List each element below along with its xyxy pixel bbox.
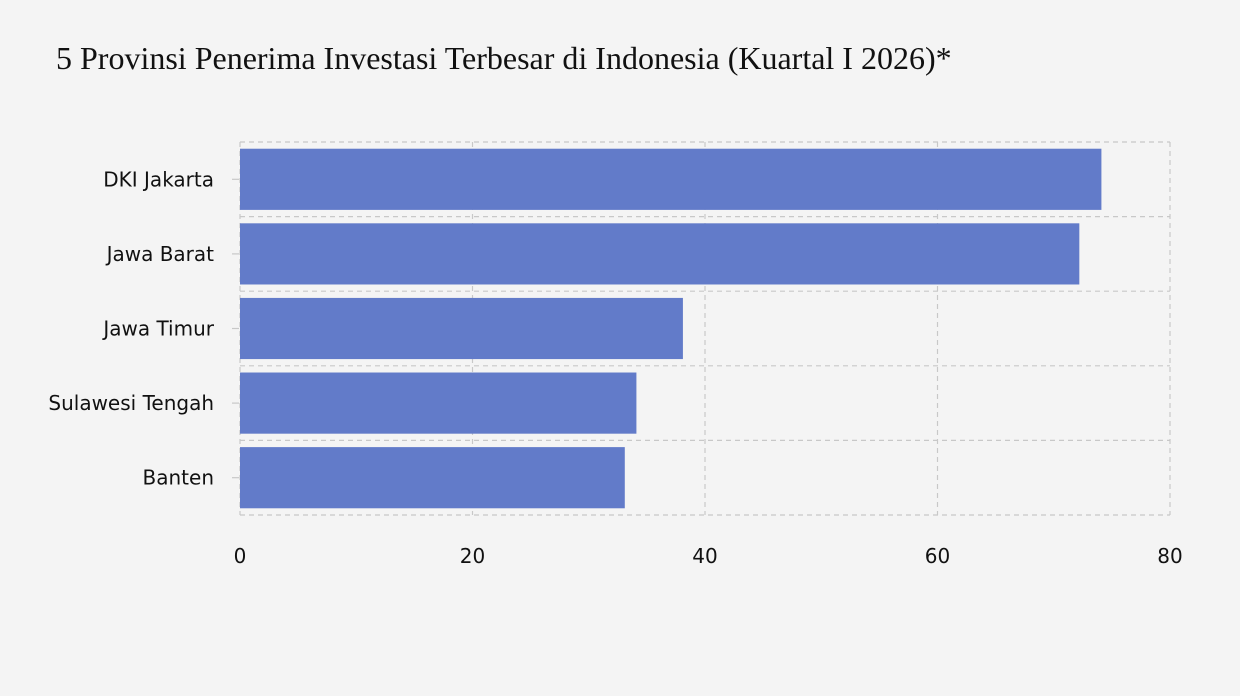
bar-layer: [240, 148, 1102, 509]
x-tick-label: 0: [234, 544, 247, 568]
category-label: Banten: [143, 466, 214, 490]
bar: [240, 447, 625, 509]
bar: [240, 372, 637, 434]
category-label: Jawa Timur: [101, 317, 214, 341]
tick-layer: [232, 178, 239, 479]
x-tick-label: 20: [460, 544, 485, 568]
x-tick-label: 60: [925, 544, 950, 568]
bar: [240, 297, 683, 360]
label-layer: DKI Jakarta Jawa Barat Jawa Timur Sulawesi …: [48, 167, 1182, 568]
bar: [240, 223, 1080, 285]
bar: [240, 148, 1102, 210]
category-label: Jawa Barat: [105, 242, 215, 266]
chart-title: 5 Provinsi Penerima Investasi Terbesar d…: [56, 40, 952, 76]
category-label: Sulawesi Tengah: [48, 391, 214, 415]
x-tick-label: 40: [692, 544, 717, 568]
category-label: DKI Jakarta: [103, 167, 214, 191]
x-tick-label: 80: [1157, 544, 1182, 568]
